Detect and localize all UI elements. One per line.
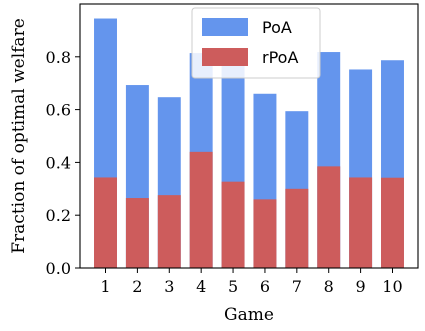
y-tick-label: 0.2	[46, 206, 71, 225]
x-axis-ticks: 1 2 3 4 5 6 7 8 9 10	[100, 268, 403, 296]
bar-rpoa-game-2	[125, 198, 149, 268]
x-axis-label: Game	[224, 305, 274, 325]
x-tick-label: 1	[100, 277, 110, 296]
y-tick-label: 0.8	[46, 48, 71, 67]
y-tick-label: 0.4	[46, 153, 71, 172]
y-tick-label: 0.6	[46, 101, 71, 120]
legend-label-poa: PoA	[262, 18, 292, 37]
rpoa-bars-group	[94, 151, 404, 268]
x-tick-label: 4	[196, 277, 206, 296]
bar-rpoa-game-6	[253, 199, 277, 268]
bar-rpoa-game-7	[285, 188, 309, 268]
bar-rpoa-game-4	[189, 151, 213, 268]
bar-rpoa-game-9	[349, 177, 373, 268]
x-tick-label: 7	[292, 277, 302, 296]
x-tick-label: 3	[164, 277, 174, 296]
x-tick-label: 5	[228, 277, 238, 296]
legend-swatch-poa	[202, 18, 248, 36]
legend: PoA rPoA	[191, 7, 321, 79]
bar-rpoa-game-8	[317, 166, 341, 268]
y-axis-label: Fraction of optimal welfare	[9, 18, 29, 254]
bar-rpoa-game-3	[157, 195, 181, 268]
legend-swatch-rpoa	[202, 48, 248, 66]
y-axis-ticks: 0.0 0.2 0.4 0.6 0.8	[46, 48, 80, 278]
bar-rpoa-game-1	[94, 177, 117, 268]
bar-rpoa-game-5	[221, 181, 245, 268]
y-tick-label: 0.0	[46, 259, 71, 278]
x-tick-label: 6	[260, 277, 270, 296]
bar-rpoa-game-10	[381, 177, 404, 268]
x-tick-label: 8	[324, 277, 334, 296]
plot-frame	[79, 3, 419, 269]
x-tick-label: 2	[132, 277, 142, 296]
x-tick-label: 10	[382, 277, 402, 296]
x-tick-label: 9	[356, 277, 366, 296]
legend-label-rpoa: rPoA	[262, 48, 298, 67]
